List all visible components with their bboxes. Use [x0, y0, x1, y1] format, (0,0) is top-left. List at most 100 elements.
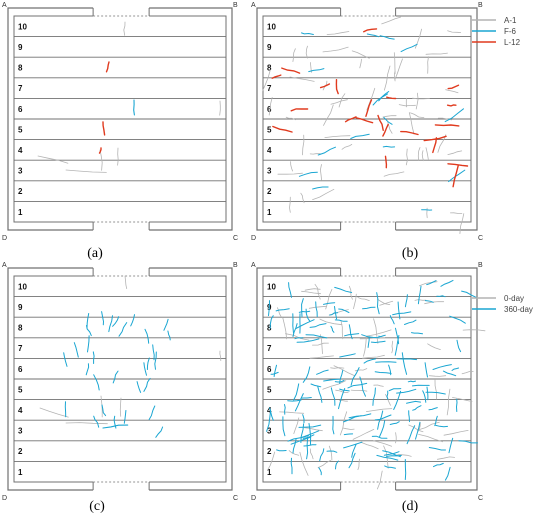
- crack-grey: [328, 445, 333, 461]
- row-label: 6: [267, 365, 272, 374]
- crack-blue: [440, 279, 454, 287]
- crack-grey: [309, 153, 321, 155]
- crack-grey: [119, 397, 122, 417]
- crack-grey: [417, 421, 440, 431]
- corner-label: B: [233, 2, 238, 9]
- crack-grey: [350, 389, 368, 392]
- row-label: 5: [18, 385, 23, 394]
- crack-blue: [374, 414, 392, 421]
- crack-grey: [65, 169, 107, 173]
- crack-blue: [367, 336, 370, 348]
- crack-grey: [285, 116, 296, 121]
- crack-grey: [351, 50, 370, 59]
- row-label: 7: [18, 344, 23, 353]
- crack-blue: [306, 436, 309, 460]
- row-label: 2: [267, 447, 272, 456]
- crack-blue: [102, 424, 129, 429]
- crack-blue: [288, 282, 292, 298]
- crack-blue: [415, 421, 421, 440]
- corner-label: D: [251, 495, 256, 502]
- crack-grey: [414, 28, 423, 49]
- crack-blue: [269, 315, 274, 329]
- crack-grey: [314, 283, 321, 300]
- crack-grey: [324, 135, 351, 139]
- crack-grey: [312, 188, 335, 201]
- crack-grey: [381, 16, 402, 25]
- crack-blue: [329, 312, 339, 316]
- crack-blue: [386, 454, 402, 457]
- row-label: 4: [267, 146, 272, 155]
- crack-grey: [304, 427, 323, 432]
- crack-blue: [451, 367, 460, 371]
- crack-blue: [298, 310, 311, 313]
- crack-blue: [326, 450, 338, 453]
- panel-caption: (a): [87, 246, 103, 261]
- crack-grey: [99, 149, 103, 171]
- crack-blue: [400, 43, 418, 53]
- corner-label: B: [478, 2, 483, 9]
- crack-blue: [412, 405, 422, 411]
- crack-blue: [389, 315, 395, 325]
- legend-b: A-1 F-6 L-12: [472, 16, 521, 47]
- corner-label: D: [251, 235, 256, 242]
- crack-grey: [277, 172, 303, 175]
- crack-blue: [394, 335, 400, 356]
- crack-grey: [366, 329, 392, 337]
- crack-grey: [445, 89, 459, 94]
- crack-red: [382, 123, 389, 137]
- panel-caption: (b): [402, 246, 419, 261]
- crack-grey: [394, 58, 403, 80]
- crack-blue: [347, 382, 368, 389]
- crack-blue: [319, 448, 325, 462]
- crack-blue: [334, 319, 348, 322]
- crack-blue: [406, 425, 416, 445]
- crack-red: [446, 104, 457, 107]
- crack-grey: [339, 411, 348, 436]
- crack-pattern: [266, 279, 486, 490]
- crack-grey: [289, 196, 291, 213]
- crack-blue: [301, 298, 304, 317]
- crack-blue: [334, 286, 353, 293]
- row-label: 10: [18, 22, 27, 31]
- crack-blue: [101, 311, 105, 326]
- corner-label: C: [233, 235, 238, 242]
- crack-blue: [426, 386, 429, 401]
- crack-grey: [360, 441, 379, 450]
- crack-blue: [292, 313, 294, 334]
- crack-grey: [359, 58, 362, 69]
- crack-blue: [112, 316, 120, 327]
- crack-blue: [435, 424, 448, 428]
- row-label: 1: [267, 208, 272, 217]
- crack-blue: [339, 369, 344, 384]
- row-label: 5: [267, 385, 272, 394]
- crack-blue: [296, 338, 320, 343]
- crack-blue: [305, 308, 311, 322]
- crack-blue: [308, 423, 312, 445]
- crack-grey: [266, 451, 276, 471]
- crack-grey: [311, 342, 329, 346]
- row-label: 4: [267, 406, 272, 415]
- crack-blue: [343, 415, 362, 423]
- crack-grey: [282, 317, 288, 340]
- crack-grey: [309, 448, 314, 460]
- legend-label: A-1: [504, 16, 517, 25]
- crack-grey: [461, 370, 474, 375]
- crack-blue: [406, 400, 421, 404]
- crack-blue: [118, 322, 128, 337]
- crack-blue: [298, 171, 318, 177]
- crack-blue: [292, 323, 298, 337]
- crack-blue: [449, 315, 466, 324]
- crack-blue: [148, 405, 156, 421]
- crack-blue: [101, 404, 107, 417]
- crack-red: [365, 99, 373, 118]
- crack-grey: [317, 459, 332, 469]
- corner-label: B: [233, 262, 238, 269]
- crack-blue: [388, 364, 392, 376]
- crack-grey: [376, 298, 391, 306]
- crack-blue: [323, 302, 336, 305]
- corner-label: D: [2, 235, 7, 242]
- crack-blue: [302, 434, 315, 439]
- row-label: 1: [18, 208, 23, 217]
- row-label: 8: [267, 64, 272, 73]
- crack-blue: [348, 452, 356, 469]
